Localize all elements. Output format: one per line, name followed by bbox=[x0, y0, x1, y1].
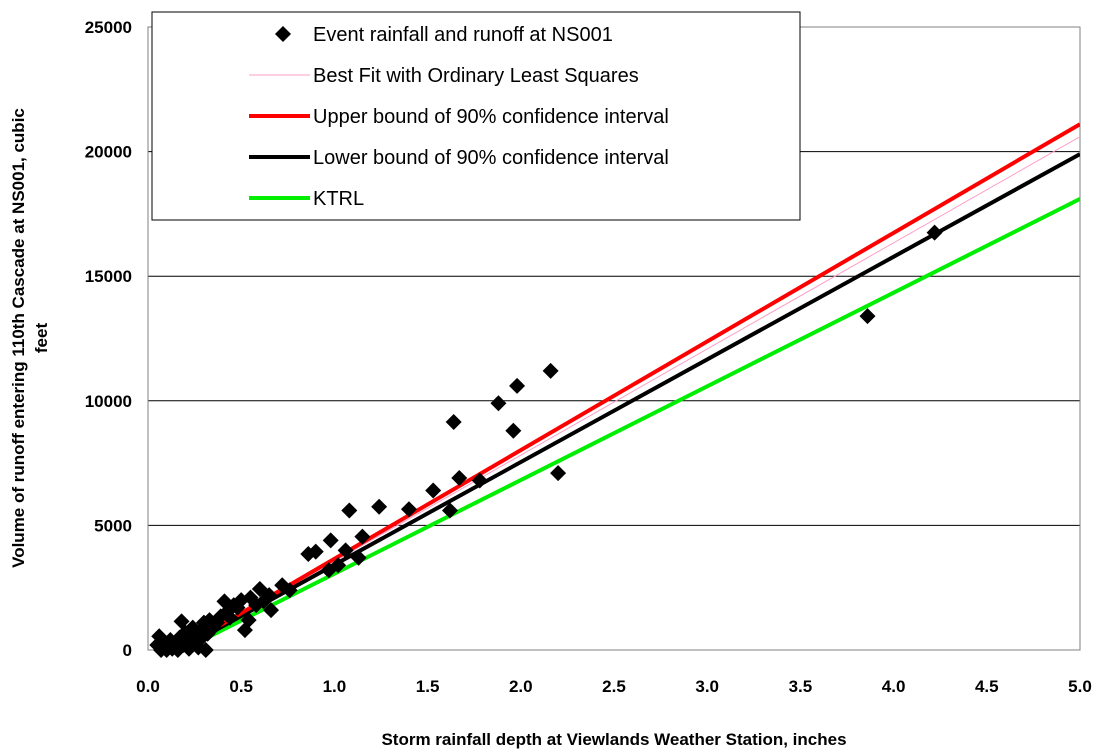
x-tick-label: 0.0 bbox=[136, 677, 160, 696]
legend-marker-points bbox=[275, 26, 291, 42]
data-point bbox=[400, 501, 417, 518]
x-tick-label: 3.0 bbox=[695, 677, 719, 696]
data-point bbox=[471, 472, 488, 489]
y-tick-label: 20000 bbox=[85, 143, 132, 162]
data-point bbox=[425, 482, 442, 499]
y-tick-label: 15000 bbox=[85, 267, 132, 286]
x-axis-title: Storm rainfall depth at Viewlands Weathe… bbox=[381, 730, 846, 749]
x-tick-label: 5.0 bbox=[1068, 677, 1092, 696]
y-tick-label: 0 bbox=[123, 641, 132, 660]
x-tick-label: 1.0 bbox=[323, 677, 347, 696]
data-point bbox=[261, 587, 278, 604]
data-point bbox=[451, 470, 468, 487]
legend: Event rainfall and runoff at NS001 Best … bbox=[151, 11, 801, 221]
data-point bbox=[322, 532, 339, 549]
line-ktrl bbox=[174, 197, 1080, 652]
x-tick-labels: 0.0 0.5 1.0 1.5 2.0 2.5 3.0 3.5 4.0 4.5 5.0 bbox=[136, 677, 1092, 696]
series-lines bbox=[170, 122, 1080, 652]
x-tick-label: 2.0 bbox=[509, 677, 533, 696]
data-point bbox=[509, 377, 526, 394]
legend-label-ols: Best Fit with Ordinary Least Squares bbox=[313, 65, 639, 87]
line-upper bbox=[170, 122, 1080, 652]
data-point bbox=[222, 609, 239, 626]
y-tick-label: 25000 bbox=[85, 18, 132, 37]
y-axis-title-line2: feet bbox=[32, 323, 51, 354]
x-tick-label: 3.5 bbox=[789, 677, 813, 696]
data-point bbox=[926, 224, 943, 241]
data-point bbox=[240, 612, 257, 629]
y-tick-label: 5000 bbox=[94, 516, 132, 535]
data-point bbox=[307, 543, 324, 560]
data-point bbox=[445, 413, 462, 430]
x-tick-label: 1.5 bbox=[416, 677, 440, 696]
line-lower bbox=[171, 152, 1080, 652]
scatter-points bbox=[149, 224, 943, 658]
data-point bbox=[371, 498, 388, 515]
y-axis-title-line1: Volume of runoff entering 110th Cascade … bbox=[9, 108, 28, 568]
x-tick-label: 0.5 bbox=[229, 677, 253, 696]
data-point bbox=[337, 542, 354, 559]
data-point bbox=[263, 602, 280, 619]
data-point bbox=[441, 502, 458, 519]
y-tick-labels: 0 5000 10000 15000 20000 25000 bbox=[85, 18, 132, 660]
legend-label-ktrl: KTRL bbox=[313, 188, 364, 210]
data-point bbox=[341, 502, 358, 519]
data-point bbox=[354, 528, 371, 545]
data-point bbox=[550, 465, 567, 482]
data-point bbox=[197, 642, 214, 658]
x-tick-label: 2.5 bbox=[602, 677, 626, 696]
data-point bbox=[490, 395, 507, 412]
legend-label-lower: Lower bound of 90% confidence interval bbox=[313, 147, 669, 169]
x-tick-label: 4.5 bbox=[975, 677, 999, 696]
data-point bbox=[281, 582, 298, 599]
y-tick-label: 10000 bbox=[85, 392, 132, 411]
data-point bbox=[350, 549, 367, 566]
legend-label-upper: Upper bound of 90% confidence interval bbox=[313, 106, 669, 128]
data-point bbox=[859, 308, 876, 325]
data-point bbox=[542, 362, 559, 379]
data-point bbox=[330, 557, 347, 574]
legend-label-points: Event rainfall and runoff at NS001 bbox=[313, 24, 613, 46]
x-tick-label: 4.0 bbox=[882, 677, 906, 696]
data-point bbox=[505, 422, 522, 439]
